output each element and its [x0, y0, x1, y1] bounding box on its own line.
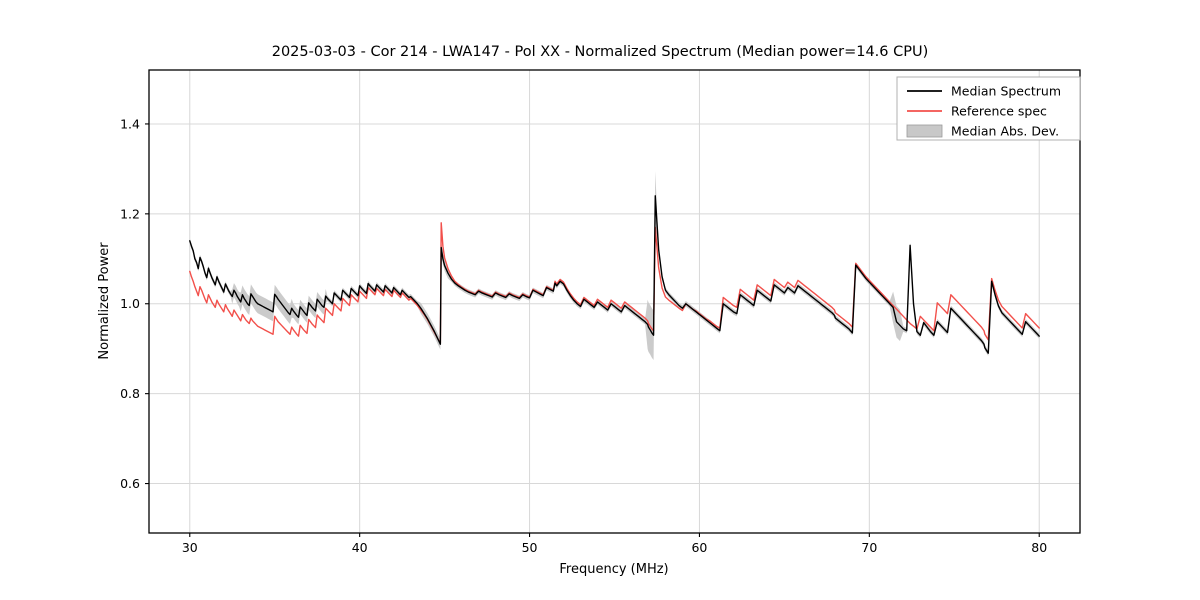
svg-text:1.4: 1.4 — [120, 116, 140, 131]
legend[interactable]: Median Spectrum Reference spec Median Abs.… — [896, 76, 1081, 141]
svg-text:40: 40 — [352, 540, 368, 555]
svg-text:80: 80 — [1031, 540, 1047, 555]
svg-text:50: 50 — [522, 540, 538, 555]
series-lines — [189, 195, 1040, 354]
axes-spines — [148, 69, 1081, 534]
svg-text:1.2: 1.2 — [120, 206, 140, 221]
legend-item-label: Median Abs. Dev. — [951, 124, 1059, 139]
svg-text:0.6: 0.6 — [120, 476, 140, 491]
chart-title: 2025-03-03 - Cor 214 - LWA147 - Pol XX -… — [271, 44, 929, 60]
svg-text:30: 30 — [182, 540, 198, 555]
svg-text:70: 70 — [861, 540, 877, 555]
svg-text:60: 60 — [691, 540, 707, 555]
x-axis-label: Frequency (MHz) — [559, 562, 668, 577]
legend-swatch-patch — [906, 124, 943, 138]
y-axis-label: Normalized Power — [97, 242, 112, 360]
legend-item-label: Median Spectrum — [951, 84, 1061, 99]
svg-text:1.0: 1.0 — [120, 296, 140, 311]
svg-text:0.8: 0.8 — [120, 386, 140, 401]
legend-item-label: Reference spec — [951, 104, 1047, 119]
axis-ticks: 30 40 50 60 70 80 0.6 0.8 1.0 1.2 1.4 — [120, 116, 1047, 555]
